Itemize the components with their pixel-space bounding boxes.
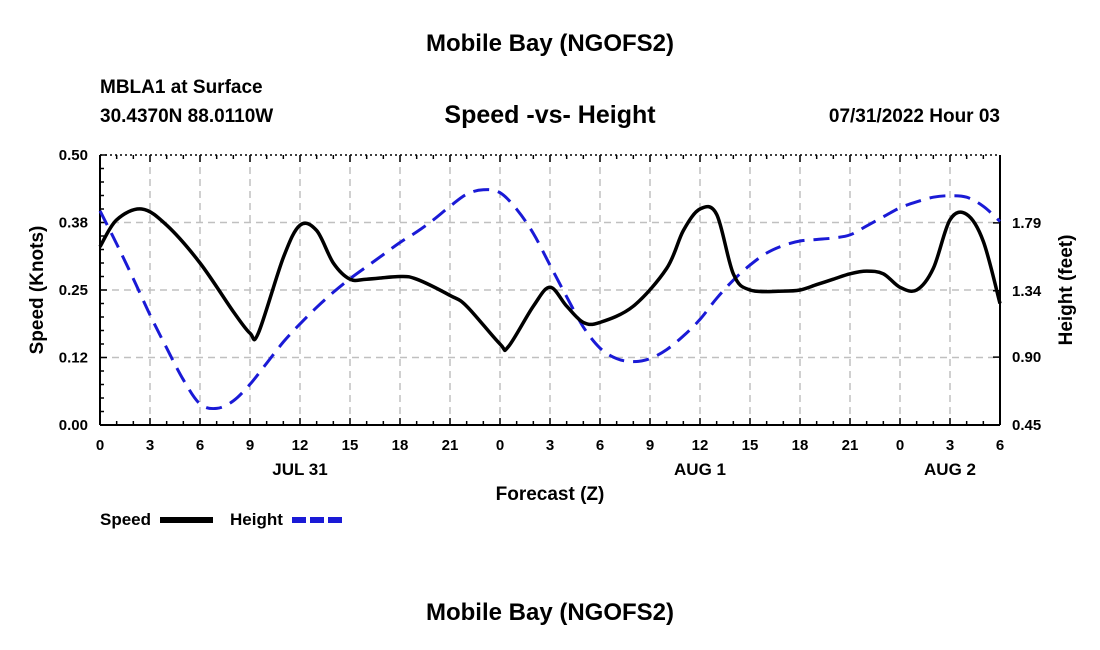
x-axis-label: Forecast (Z): [496, 484, 605, 505]
y-axis-right-label: Height (feet): [1056, 235, 1077, 346]
forecast-datetime: 07/31/2022 Hour 03: [828, 106, 1000, 127]
x-date-label: AUG 2: [924, 460, 976, 479]
y-left-tick-label: 0.38: [59, 215, 88, 232]
x-tick-label: 21: [442, 437, 459, 454]
chart-main-title: Mobile Bay (NGOFS2): [425, 30, 675, 57]
x-tick-label: 3: [946, 437, 954, 454]
x-tick-label: 9: [246, 437, 254, 454]
x-tick-label: 6: [996, 437, 1004, 454]
x-tick-label: 6: [196, 437, 204, 454]
x-tick-label: 18: [392, 437, 409, 454]
x-tick-label: 3: [546, 437, 554, 454]
x-tick-label: 0: [96, 437, 104, 454]
speed-series-line: [98, 204, 1002, 353]
x-tick-label: 15: [742, 437, 759, 454]
x-tick-label: 3: [146, 437, 154, 454]
y-right-tick-label: 1.79: [1012, 215, 1041, 232]
x-tick-label: 9: [646, 437, 654, 454]
x-tick-label: 18: [792, 437, 809, 454]
station-label: MBLA1 at Surface: [100, 77, 263, 98]
chart-subtitle: Speed -vs- Height: [444, 101, 656, 129]
footer-title: Mobile Bay (NGOFS2): [425, 599, 675, 626]
y-left-tick-label: 0.50: [59, 147, 88, 164]
x-date-label: JUL 31: [272, 460, 327, 479]
x-tick-label: 0: [496, 437, 504, 454]
x-tick-label: 15: [342, 437, 359, 454]
x-tick-label: 12: [692, 437, 709, 454]
x-date-label: AUG 1: [674, 460, 726, 479]
height-series-line: [98, 188, 1002, 411]
y-right-tick-label: 1.34: [1012, 283, 1042, 300]
y-right-tick-label: 0.45: [1012, 417, 1041, 434]
y-right-tick-label: 0.90: [1012, 349, 1041, 366]
y-left-tick-label: 0.25: [59, 282, 88, 299]
y-axis-left-label: Speed (Knots): [27, 226, 48, 355]
x-tick-label: 6: [596, 437, 604, 454]
legend-speed-label: Speed: [100, 510, 151, 529]
station-coordinates: 30.4370N 88.0110W: [100, 106, 274, 127]
x-tick-label: 21: [842, 437, 859, 454]
y-left-tick-label: 0.12: [59, 350, 88, 367]
legend-height-label: Height: [230, 510, 283, 529]
x-tick-label: 12: [292, 437, 309, 454]
x-tick-label: 0: [896, 437, 904, 454]
y-left-tick-label: 0.00: [59, 417, 88, 434]
